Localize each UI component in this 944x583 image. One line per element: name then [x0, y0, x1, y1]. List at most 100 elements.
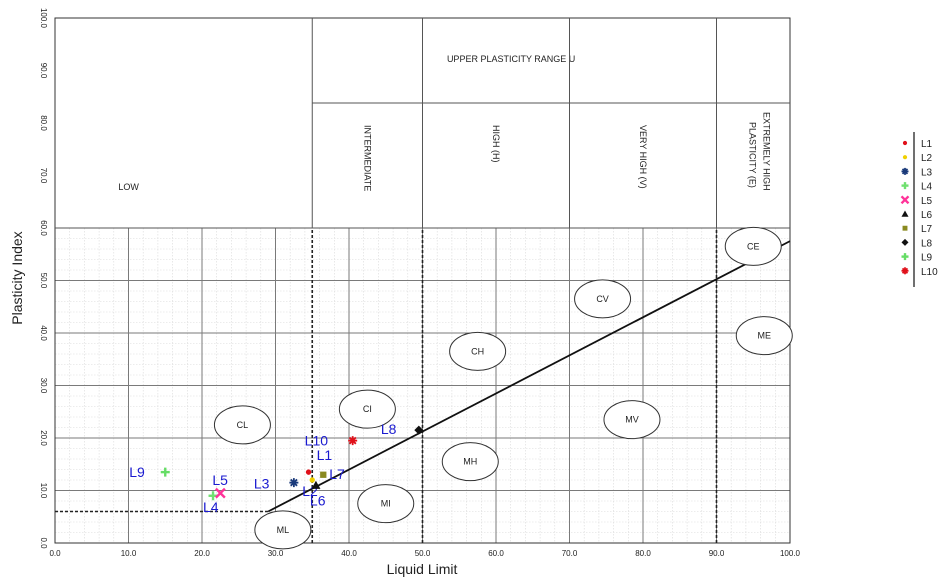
zone-label-me: ME — [758, 331, 772, 341]
zone-ellipse-ml — [254, 510, 312, 550]
point-label-l3: L3 — [254, 476, 270, 492]
y-tick-label: 40.0 — [39, 325, 48, 341]
y-tick-label: 20.0 — [39, 430, 48, 446]
y-tick-label: 70.0 — [39, 168, 48, 184]
axes: Liquid Limit Plasticity Index 0.0 10.0 20.… — [9, 8, 801, 577]
legend-label-l8: L8 — [921, 238, 933, 249]
zone-label-mi: MI — [381, 499, 391, 509]
point-label-l7: L7 — [329, 466, 345, 482]
zone-ellipse-mv — [603, 400, 661, 440]
point-label-l9: L9 — [129, 464, 145, 480]
zone-label-ce: CE — [747, 241, 760, 251]
x-tick-label: 10.0 — [121, 549, 137, 558]
zone-ellipse-ch — [449, 331, 507, 371]
zone-label-ml: ML — [277, 525, 290, 535]
legend-label-l4: L4 — [921, 182, 933, 193]
band-label-high: HIGH (H) — [491, 125, 501, 163]
band-label-intermediate: INTERMEDIATE — [362, 125, 372, 191]
legend-label-l10: L10 — [921, 267, 938, 278]
y-tick-label: 0.0 — [39, 537, 48, 549]
y-tick-label: 50.0 — [39, 273, 48, 289]
marker-plus — [901, 182, 909, 190]
marker-square — [320, 471, 327, 478]
zone-label-cv: CV — [596, 294, 609, 304]
marker-dot — [309, 477, 315, 483]
marker-triangle — [311, 480, 321, 489]
a-line — [267, 240, 791, 513]
marker-x — [900, 195, 910, 205]
x-tick-label: 90.0 — [709, 549, 725, 558]
band-label-plasticity-e: PLASTICITY (E) — [747, 122, 757, 188]
y-tick-label: 90.0 — [39, 63, 48, 79]
marker-star-arm — [290, 478, 298, 487]
marker-diamond — [414, 425, 424, 435]
x-tick-label: 0.0 — [49, 549, 61, 558]
zone-label-ci: CI — [363, 404, 372, 414]
zone-ellipse-ce — [724, 226, 782, 266]
marker-star-arm — [348, 436, 357, 445]
zone-ellipse-mh — [441, 442, 499, 482]
marker-plus — [208, 491, 218, 501]
band-label-very: VERY HIGH (V) — [638, 125, 648, 189]
reference-lines — [55, 228, 791, 543]
y-tick-label: 80.0 — [39, 115, 48, 131]
x-tick-label: 80.0 — [635, 549, 651, 558]
marker-plus — [901, 253, 909, 261]
x-tick-label: 40.0 — [341, 549, 357, 558]
marker-diamond — [901, 238, 909, 246]
marker-star — [901, 167, 909, 175]
x-tick-label: 100.0 — [780, 549, 801, 558]
legend-label-l1: L1 — [921, 139, 933, 150]
y-axis-title: Plasticity Index — [9, 231, 25, 324]
zone-ellipse-ci — [338, 389, 396, 429]
point-label-l4: L4 — [203, 499, 219, 515]
legend-label-l5: L5 — [921, 196, 933, 207]
marker-star-arm — [901, 267, 909, 274]
x-tick-label: 20.0 — [194, 549, 210, 558]
y-tick-label: 60.0 — [39, 220, 48, 236]
marker-x-b — [215, 487, 226, 499]
x-tick-label: 30.0 — [268, 549, 284, 558]
marker-dot — [309, 477, 315, 483]
band-label-low: LOW — [118, 182, 139, 192]
zone-label-ch: CH — [471, 346, 484, 356]
marker-dot — [305, 469, 312, 475]
zone-label-mh: MH — [463, 457, 477, 467]
zone-label-mv: MV — [625, 415, 639, 425]
x-tick-label: 50.0 — [415, 549, 431, 558]
point-label-l10: L10 — [305, 433, 329, 449]
legend-label-l9: L9 — [921, 253, 933, 264]
zone-label-cl: CL — [237, 420, 249, 430]
marker-triangle — [311, 480, 321, 489]
marker-dot — [902, 155, 908, 160]
marker-dot — [902, 140, 908, 146]
y-tick-label: 30.0 — [39, 378, 48, 394]
marker-diamond — [414, 425, 424, 435]
marker-triangle — [901, 210, 909, 217]
marker-square — [902, 225, 908, 231]
point-label-l6: L6 — [310, 492, 326, 508]
marker-star — [289, 478, 299, 488]
legend-label-l3: L3 — [921, 167, 933, 178]
zone-ellipse-mi — [357, 484, 415, 524]
marker-triangle — [901, 210, 909, 217]
soil-zones: CL CI CH CV CE ME MV MH MI ML — [213, 226, 793, 550]
x-tick-label: 70.0 — [562, 549, 578, 558]
marker-x — [215, 487, 226, 499]
marker-square — [320, 471, 327, 478]
point-label-l8: L8 — [381, 421, 397, 437]
y-tick-label: 100.0 — [39, 8, 48, 29]
zone-ellipse-me — [735, 316, 793, 356]
x-axis-title: Liquid Limit — [387, 561, 458, 577]
marker-diamond — [901, 238, 909, 246]
marker-star — [901, 267, 909, 275]
marker-x-b — [900, 195, 910, 205]
point-label-l1: L1 — [317, 447, 333, 463]
marker-plus — [160, 467, 170, 477]
zone-ellipse-cl — [213, 405, 271, 445]
point-label-l5: L5 — [212, 472, 228, 488]
marker-dot — [902, 155, 908, 160]
